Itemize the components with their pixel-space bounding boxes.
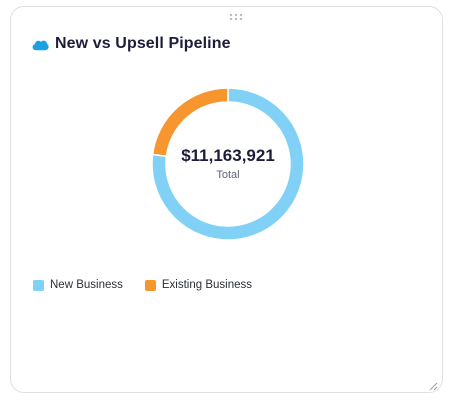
donut-chart: $11,163,921 Total	[152, 88, 304, 240]
legend-item-new-business[interactable]: New Business	[33, 279, 123, 291]
resize-corner-icon[interactable]	[428, 378, 438, 391]
legend-label: New Business	[50, 279, 123, 291]
card-header: New vs Upsell Pipeline	[32, 31, 231, 57]
legend-item-existing-business[interactable]: Existing Business	[144, 279, 252, 291]
salesforce-cloud-icon	[32, 38, 49, 51]
legend-label: Existing Business	[161, 279, 252, 291]
pipeline-card: New vs Upsell Pipeline $11,163,921 Total…	[10, 6, 443, 393]
drag-handle-icon[interactable]	[228, 13, 244, 21]
donut-slice-existing-business[interactable]	[152, 88, 229, 158]
card-title: New vs Upsell Pipeline	[55, 35, 231, 52]
donut-slice-new-business[interactable]	[152, 88, 304, 240]
legend-swatch	[144, 279, 156, 291]
chart-legend: New Business Existing Business	[33, 279, 274, 291]
legend-swatch	[33, 279, 44, 291]
